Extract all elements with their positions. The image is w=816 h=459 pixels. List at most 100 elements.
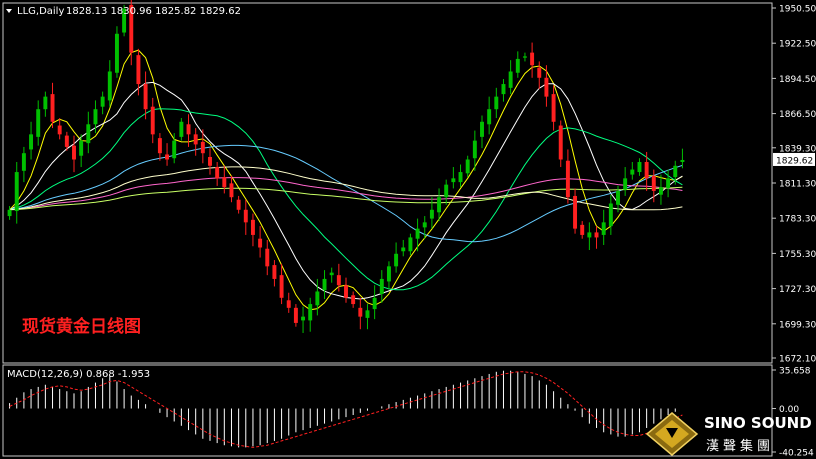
macd-axis: 35.658 0.00 -40.254 — [772, 367, 814, 459]
candle — [666, 169, 671, 198]
candle — [408, 233, 413, 256]
price-tick-label: 1783.30 — [779, 215, 816, 225]
macd-tick-label: -40.254 — [779, 449, 814, 459]
price-tick-label: 1811.30 — [779, 180, 816, 190]
candle — [57, 118, 62, 140]
candle — [658, 174, 663, 205]
ma-line — [9, 108, 683, 291]
candle — [250, 213, 255, 247]
candle — [372, 285, 377, 320]
ma-line — [9, 166, 683, 211]
macd-tick-label: 35.658 — [779, 367, 811, 377]
macd-indicator — [9, 370, 683, 448]
candle — [50, 82, 55, 129]
candle — [379, 270, 384, 303]
candle — [365, 304, 370, 330]
brand-subtitle: 漢聲集團 — [706, 438, 774, 454]
macd-pane-frame — [2, 364, 773, 457]
candlesticks — [7, 0, 685, 333]
candle — [157, 133, 162, 161]
candle — [279, 263, 284, 305]
price-tick-label: 1839.30 — [779, 144, 816, 154]
price-tick-label: 1727.30 — [779, 285, 816, 295]
candle — [444, 179, 449, 205]
candle — [565, 149, 570, 204]
candle — [100, 91, 105, 115]
candle — [179, 118, 184, 141]
price-axis: 1950.50 1922.50 1894.50 1866.50 1839.30 1811.… — [771, 3, 816, 365]
ma-line — [9, 186, 683, 211]
current-price-label: 1829.62 — [776, 156, 813, 166]
macd-label: MACD(12,26,9) 0.868 -1.953 — [7, 369, 150, 380]
candle — [272, 260, 277, 287]
candle — [293, 304, 298, 327]
ma-line — [9, 177, 683, 211]
candle — [86, 111, 91, 154]
chart-overlay-title: 现货黄金日线图 — [22, 316, 141, 337]
macd-signal-line — [9, 371, 683, 448]
candle — [150, 97, 155, 144]
candle — [43, 91, 48, 117]
candle — [487, 96, 492, 135]
candle — [200, 129, 205, 164]
price-tick-label: 1755.30 — [779, 250, 816, 260]
candle — [236, 195, 241, 214]
candle — [222, 165, 227, 194]
candle — [551, 85, 556, 131]
brand-logo: SINO SOUND 漢聲集團 — [645, 412, 812, 456]
candle — [322, 270, 327, 300]
candle — [680, 148, 685, 169]
candle — [29, 121, 34, 160]
candle — [14, 162, 19, 224]
candle — [651, 169, 656, 203]
candle — [93, 100, 98, 134]
candle — [258, 226, 263, 258]
candle — [394, 242, 399, 273]
candle — [494, 87, 499, 119]
ma-line — [9, 144, 683, 243]
candle — [472, 130, 477, 171]
candle — [573, 188, 578, 234]
candle — [79, 134, 84, 168]
candle — [351, 291, 356, 308]
candle — [594, 226, 599, 249]
candle — [601, 209, 606, 245]
candle — [36, 100, 41, 146]
candle — [286, 292, 291, 313]
price-tick-label: 1922.50 — [779, 40, 816, 50]
brand-name: SINO SOUND — [704, 414, 812, 432]
candle — [72, 135, 76, 173]
candle — [186, 114, 191, 147]
candle — [608, 194, 613, 235]
candle — [530, 42, 535, 78]
candle — [136, 48, 141, 96]
price-tick-label: 1866.50 — [779, 110, 816, 120]
candle — [215, 162, 220, 186]
candle — [544, 65, 549, 107]
candle — [580, 221, 585, 239]
candle — [480, 115, 484, 149]
dropdown-arrow-icon[interactable] — [6, 9, 12, 13]
candle — [114, 26, 119, 78]
candle — [616, 185, 620, 213]
candle — [522, 52, 527, 62]
candle — [336, 263, 341, 292]
price-tick-label: 1950.50 — [779, 5, 816, 15]
candle — [329, 267, 334, 283]
candle — [358, 297, 363, 330]
candle — [265, 239, 270, 276]
candle — [501, 79, 506, 102]
candle — [422, 216, 427, 239]
ohlc-values: 1828.13 1830.96 1825.82 1829.62 — [66, 6, 241, 17]
candle — [451, 167, 456, 189]
candle — [129, 0, 134, 66]
candle — [193, 128, 198, 156]
candle — [537, 61, 542, 90]
candle — [644, 151, 649, 191]
candle — [64, 131, 69, 151]
candle — [673, 160, 678, 185]
candle — [386, 261, 391, 289]
candle — [508, 60, 513, 95]
candle — [122, 4, 127, 37]
